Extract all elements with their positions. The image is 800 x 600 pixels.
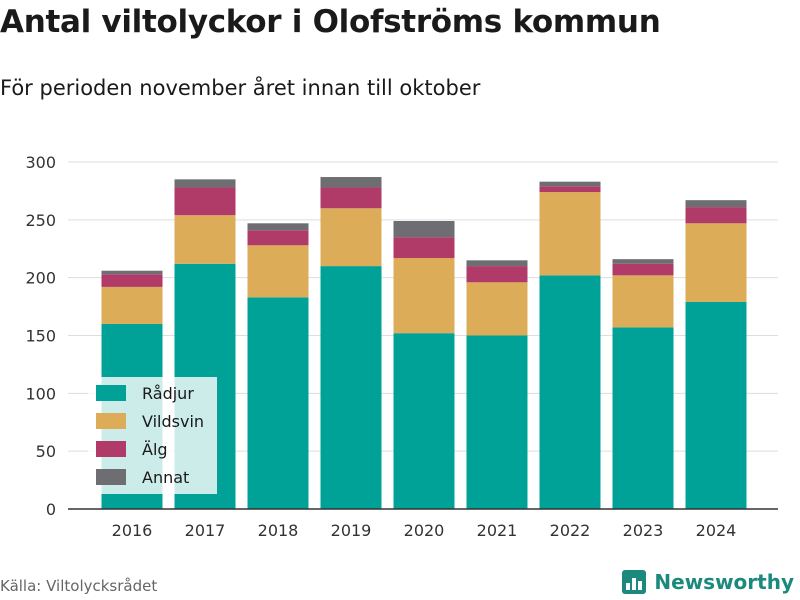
bar-2020-annat xyxy=(393,220,455,238)
legend-swatch-annat xyxy=(96,469,126,485)
bar-2017-vildsvin xyxy=(174,215,236,264)
legend-swatch-vildsvin xyxy=(96,413,126,429)
bar-2020-rådjur xyxy=(393,333,455,509)
x-tick-label: 2019 xyxy=(331,521,372,540)
bar-2019-rådjur xyxy=(320,266,382,509)
bar-2020-älg xyxy=(393,237,455,259)
bar-2024-älg xyxy=(685,207,747,224)
bar-2018-rådjur xyxy=(247,297,309,509)
bar-2018-vildsvin xyxy=(247,245,309,298)
bar-2016-vildsvin xyxy=(101,286,163,324)
bar-2018-annat xyxy=(247,223,309,231)
x-tick-label: 2016 xyxy=(112,521,153,540)
x-tick-label: 2021 xyxy=(477,521,518,540)
bar-2021-rådjur xyxy=(466,335,528,509)
bar-2021-annat xyxy=(466,260,528,267)
legend-label: Älg xyxy=(142,440,168,459)
y-tick-label: 250 xyxy=(25,211,56,230)
bar-2022-älg xyxy=(539,186,601,193)
bar-2017-älg xyxy=(174,187,236,216)
legend-label: Vildsvin xyxy=(142,412,204,431)
legend-label: Annat xyxy=(142,468,189,487)
bar-2016-älg xyxy=(101,274,163,287)
chart-title: Antal viltolyckor i Olofströms kommun xyxy=(0,4,661,40)
x-tick-label: 2018 xyxy=(258,521,299,540)
x-tick-label: 2017 xyxy=(185,521,226,540)
x-tick-label: 2024 xyxy=(696,521,737,540)
brand-logo: Newsworthy xyxy=(622,570,794,594)
x-tick-label: 2022 xyxy=(550,521,591,540)
bar-2020-vildsvin xyxy=(393,258,455,334)
legend-label: Rådjur xyxy=(142,384,194,403)
legend-swatch-älg xyxy=(96,441,126,457)
bar-2023-annat xyxy=(612,259,674,264)
bar-2023-rådjur xyxy=(612,327,674,509)
bar-2024-rådjur xyxy=(685,301,747,509)
bar-2019-vildsvin xyxy=(320,208,382,267)
bar-2019-älg xyxy=(320,187,382,209)
legend: Rådjur Vildsvin Älg Annat xyxy=(88,377,217,494)
x-tick-label: 2023 xyxy=(623,521,664,540)
y-tick-label: 300 xyxy=(25,153,56,172)
y-tick-label: 50 xyxy=(36,442,56,461)
bar-chart-logo-icon xyxy=(622,570,647,594)
bar-2023-vildsvin xyxy=(612,275,674,328)
bar-2016-annat xyxy=(101,270,163,275)
bar-2018-älg xyxy=(247,230,309,246)
legend-swatch-rådjur xyxy=(96,385,126,401)
y-tick-label: 200 xyxy=(25,269,56,288)
bar-2022-annat xyxy=(539,181,601,187)
bar-2022-rådjur xyxy=(539,275,601,509)
brand-name: Newsworthy xyxy=(654,570,794,594)
bar-2024-vildsvin xyxy=(685,223,747,302)
y-tick-label: 150 xyxy=(25,327,56,346)
bar-2021-älg xyxy=(466,266,528,283)
y-tick-label: 0 xyxy=(46,500,56,519)
bar-2022-vildsvin xyxy=(539,192,601,276)
bar-2017-annat xyxy=(174,179,236,188)
x-tick-label: 2020 xyxy=(404,521,445,540)
axes: 0 50 100 150 200 250 300 2016 2017 2018 2019 2020 20… xyxy=(25,153,778,540)
y-tick-label: 100 xyxy=(25,384,56,403)
source-note: Källa: Viltolycksrådet xyxy=(0,577,158,595)
bar-2024-annat xyxy=(685,200,747,208)
bar-2023-älg xyxy=(612,263,674,276)
bar-2021-vildsvin xyxy=(466,282,528,336)
bar-2019-annat xyxy=(320,177,382,188)
chart-subtitle: För perioden november året innan till ok… xyxy=(0,76,481,100)
